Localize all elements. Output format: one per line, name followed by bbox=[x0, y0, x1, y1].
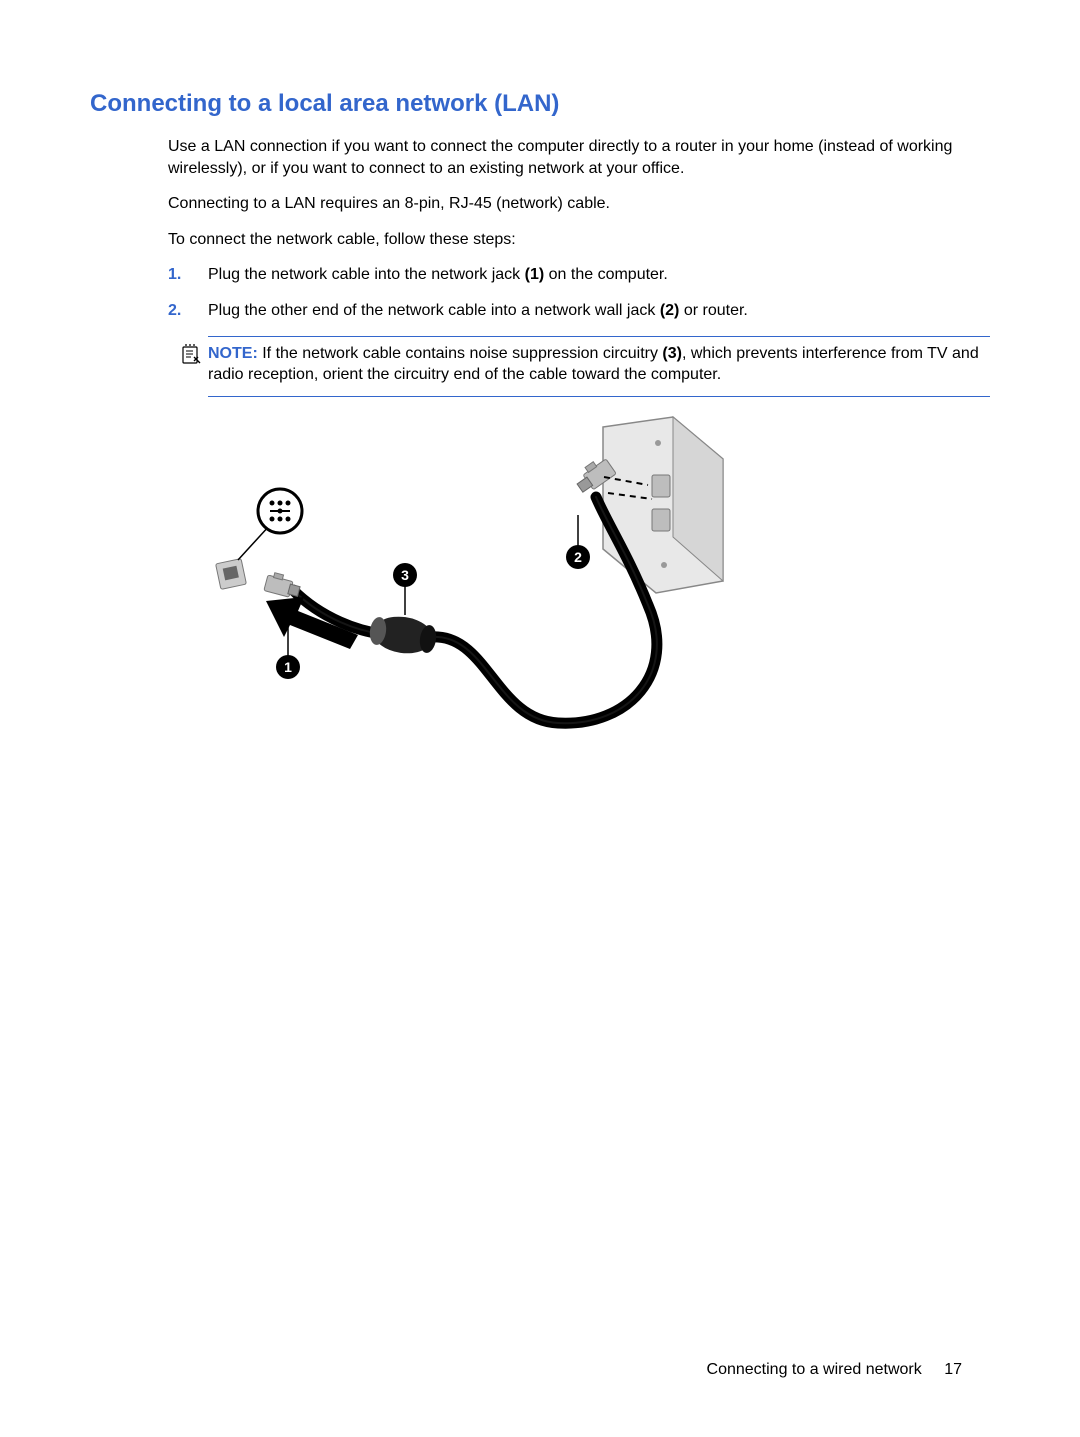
intro-paragraph-3: To connect the network cable, follow the… bbox=[168, 229, 990, 251]
step-1-bold: (1) bbox=[525, 266, 545, 283]
step-1-post: on the computer. bbox=[544, 266, 668, 283]
step-2-pre: Plug the other end of the network cable … bbox=[208, 302, 660, 319]
step-1: Plug the network cable into the network … bbox=[168, 264, 990, 286]
step-list: Plug the network cable into the network … bbox=[168, 264, 990, 321]
rj45-plug-computer bbox=[264, 571, 302, 599]
callout-1-label: 1 bbox=[284, 659, 292, 675]
content-block: Use a LAN connection if you want to conn… bbox=[168, 136, 990, 760]
page-heading: Connecting to a local area network (LAN) bbox=[90, 90, 990, 118]
footer-page-number: 17 bbox=[944, 1361, 962, 1378]
wall-plate bbox=[603, 417, 723, 593]
network-jack-icon bbox=[258, 489, 302, 533]
ferrite-bead bbox=[368, 613, 438, 657]
page-footer: Connecting to a wired network 17 bbox=[707, 1361, 962, 1379]
footer-section: Connecting to a wired network bbox=[707, 1361, 922, 1378]
note-label: NOTE: bbox=[208, 345, 258, 362]
cable-diagram: 1 2 3 bbox=[208, 415, 990, 760]
intro-paragraph-1: Use a LAN connection if you want to conn… bbox=[168, 136, 990, 179]
step-2: Plug the other end of the network cable … bbox=[168, 300, 990, 322]
computer-network-jack bbox=[216, 558, 247, 589]
intro-paragraph-2: Connecting to a LAN requires an 8-pin, R… bbox=[168, 193, 990, 215]
note-bold: (3) bbox=[662, 345, 682, 362]
note-box: NOTE: If the network cable contains nois… bbox=[208, 336, 990, 397]
callout-3-label: 3 bbox=[401, 567, 409, 583]
step-1-pre: Plug the network cable into the network … bbox=[208, 266, 525, 283]
callout-2-label: 2 bbox=[574, 549, 582, 565]
note-icon bbox=[180, 343, 202, 365]
note-pre: If the network cable contains noise supp… bbox=[258, 345, 663, 362]
step-2-post: or router. bbox=[679, 302, 747, 319]
note-text: NOTE: If the network cable contains nois… bbox=[208, 343, 990, 386]
step-2-bold: (2) bbox=[660, 302, 680, 319]
